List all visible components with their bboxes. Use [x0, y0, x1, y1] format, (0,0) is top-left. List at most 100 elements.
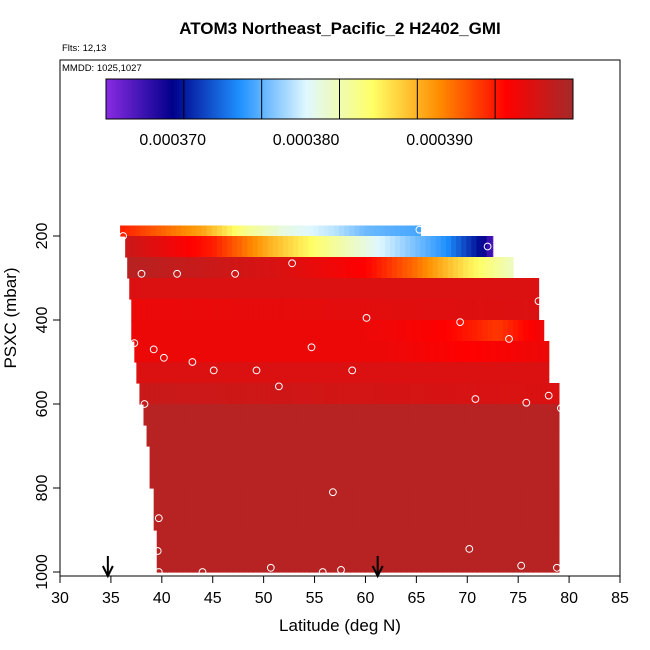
- heatmap-cell: [457, 299, 463, 321]
- heatmap-cell: [197, 299, 204, 321]
- heatmap-cell: [372, 488, 379, 531]
- heatmap-cell: [190, 383, 197, 405]
- heatmap-cell: [394, 236, 401, 258]
- heatmap-cell: [319, 362, 326, 384]
- heatmap-cell: [268, 530, 275, 573]
- heatmap-cell: [390, 362, 397, 384]
- heatmap-cell: [297, 278, 303, 300]
- heatmap-cell: [416, 530, 423, 573]
- heatmap-cell: [472, 362, 479, 384]
- heatmap-cell: [467, 362, 473, 384]
- heatmap-cell: [243, 320, 249, 342]
- heatmap-cell: [258, 362, 265, 384]
- heatmap-cell: [228, 530, 234, 573]
- heatmap-cell: [354, 225, 360, 237]
- heatmap-cell: [374, 225, 381, 237]
- heatmap-cell: [183, 257, 189, 279]
- observation-point: [307, 343, 316, 352]
- heatmap-cell: [146, 362, 153, 384]
- heatmap-cell: [146, 425, 153, 447]
- heatmap-cell: [460, 383, 466, 405]
- heatmap-cell: [356, 257, 362, 279]
- heatmap-cell: [220, 446, 227, 489]
- heatmap-cell: [156, 320, 163, 342]
- heatmap-cell: [360, 320, 367, 342]
- heatmap-cell: [490, 446, 497, 489]
- heatmap-cell: [536, 278, 540, 300]
- heatmap-cell: [521, 446, 527, 489]
- heatmap-cell: [244, 257, 250, 279]
- heatmap-cell: [425, 236, 432, 258]
- heatmap-cell: [347, 404, 353, 426]
- heatmap-layer: [153, 488, 560, 531]
- heatmap-cell: [340, 362, 346, 384]
- heatmap-cell: [497, 320, 504, 342]
- heatmap-cell: [284, 320, 290, 342]
- heatmap-cell: [453, 257, 459, 279]
- heatmap-cell: [241, 341, 247, 363]
- heatmap-cell: [156, 425, 163, 447]
- heatmap-cell: [463, 257, 469, 279]
- heatmap-cell: [343, 383, 349, 405]
- heatmap-cell: [226, 225, 233, 237]
- heatmap-cell: [396, 320, 402, 342]
- heatmap-cell: [513, 362, 519, 384]
- heatmap-cell: [172, 530, 178, 573]
- heatmap-cell: [161, 299, 168, 321]
- heatmap-cell: [193, 257, 200, 279]
- heatmap-cell: [182, 320, 188, 342]
- heatmap-cell: [452, 425, 458, 447]
- heatmap-cell: [195, 341, 202, 363]
- heatmap-cell: [477, 362, 484, 384]
- x-tick-label: 30: [51, 590, 69, 607]
- heatmap-cell: [521, 341, 527, 363]
- heatmap-cell: [257, 236, 264, 258]
- heatmap-cell: [426, 320, 433, 342]
- heatmap-cell: [159, 383, 166, 405]
- heatmap-cell: [164, 383, 171, 405]
- heatmap-cell: [480, 446, 487, 489]
- heatmap-cell: [502, 425, 509, 447]
- heatmap-cell: [510, 488, 516, 531]
- heatmap-cell: [319, 530, 326, 573]
- heatmap-cell: [160, 225, 167, 237]
- heatmap-cell: [332, 341, 339, 363]
- heatmap-cell: [340, 530, 346, 573]
- heatmap-cell: [546, 446, 553, 489]
- heatmap-cell: [134, 341, 141, 363]
- heatmap-cell: [307, 446, 314, 489]
- heatmap-cell: [538, 530, 545, 573]
- heatmap-cell: [319, 299, 326, 321]
- heatmap-cell: [477, 320, 484, 342]
- heatmap-cell: [153, 488, 160, 531]
- heatmap-cell: [266, 383, 273, 405]
- heatmap-cell: [411, 320, 417, 342]
- observation-point: [483, 242, 492, 251]
- heatmap-cell: [427, 257, 434, 279]
- heatmap-cell: [246, 341, 253, 363]
- heatmap-cell: [411, 425, 417, 447]
- heatmap-cell: [434, 341, 441, 363]
- heatmap-cell: [263, 320, 270, 342]
- heatmap-cell: [218, 257, 225, 279]
- heatmap-cell: [231, 446, 237, 489]
- heatmap-cell: [309, 530, 316, 573]
- heatmap-cell: [261, 383, 268, 405]
- heatmap-layer: [139, 383, 560, 405]
- observation-point: [266, 563, 275, 572]
- heatmap-cell: [441, 299, 448, 321]
- heatmap-cell: [546, 341, 550, 363]
- heatmap-cell: [296, 488, 302, 531]
- heatmap-cell: [394, 225, 401, 237]
- heatmap-cell: [382, 404, 389, 426]
- heatmap-cell: [455, 383, 461, 405]
- heatmap-cell: [317, 341, 324, 363]
- heatmap-cell: [267, 225, 274, 237]
- heatmap-cell: [314, 299, 321, 321]
- heatmap-cell: [454, 488, 460, 531]
- heatmap-cell: [353, 383, 359, 405]
- heatmap-cell: [313, 225, 320, 237]
- heatmap-cell: [307, 383, 314, 405]
- heatmap-cell: [428, 488, 435, 531]
- heatmap-cell: [292, 341, 298, 363]
